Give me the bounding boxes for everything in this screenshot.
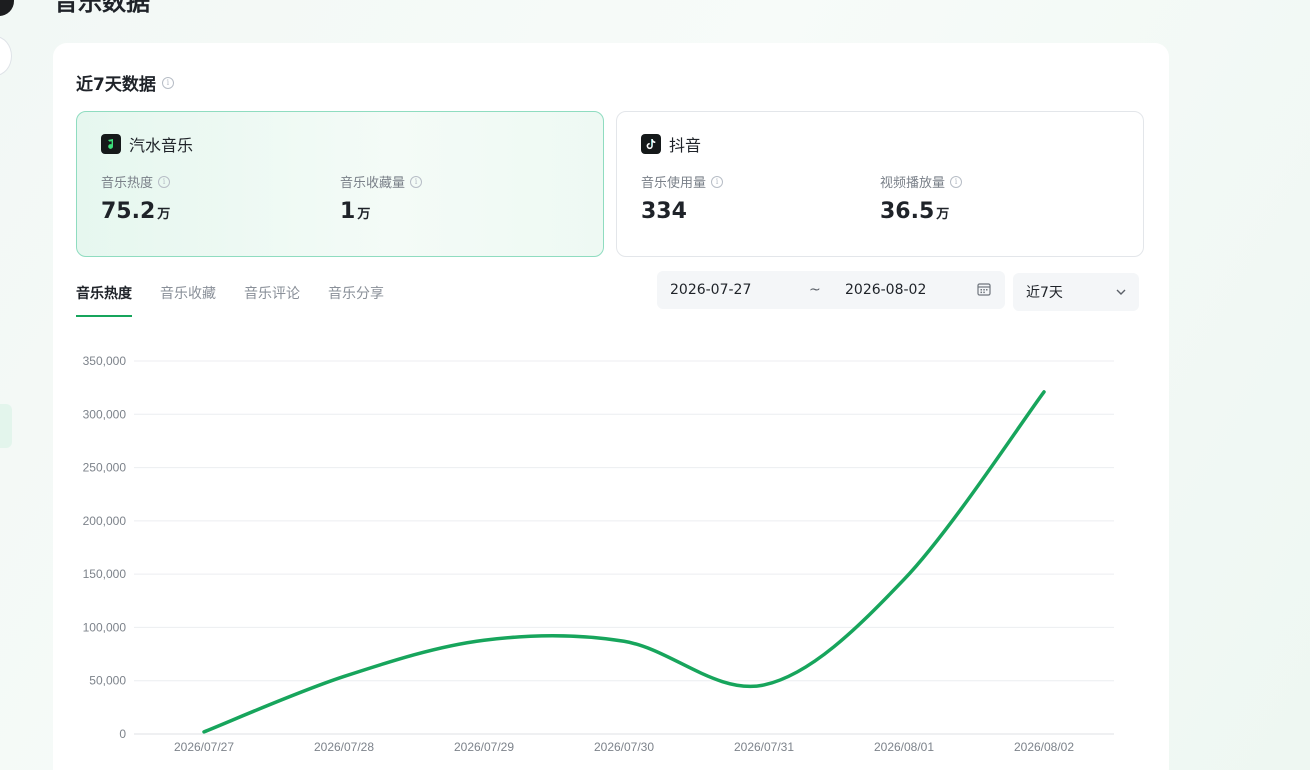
x-tick-label: 2026/08/01 [874, 740, 934, 754]
data-card: 近7天数据 i 汽水音乐 音乐热度 i 75.2 万 [53, 43, 1169, 770]
tab-heat[interactable]: 音乐热度 [76, 283, 132, 317]
x-tick-label: 2026/07/31 [734, 740, 794, 754]
date-separator: ~ [809, 282, 821, 298]
metric-value: 75.2 [101, 199, 156, 224]
metric-plays: 视频播放量 i 36.5 万 [880, 172, 963, 224]
y-tick-label: 200,000 [83, 514, 127, 528]
calendar-icon[interactable] [977, 282, 991, 296]
metric-value: 1 [340, 199, 356, 224]
x-tick-label: 2026/07/27 [174, 740, 234, 754]
page-title: 音乐数据 [54, 0, 150, 16]
metric-unit: 万 [357, 207, 371, 222]
metric-value-row: 36.5 万 [880, 199, 962, 224]
section-title: 近7天数据 [76, 75, 156, 95]
y-tick-label: 250,000 [83, 461, 127, 475]
metric-label: 音乐收藏量 [340, 176, 406, 191]
metric-value-row: 75.2 万 [101, 199, 170, 224]
y-tick-label: 350,000 [83, 354, 127, 368]
platform-header: 汽水音乐 [101, 132, 193, 156]
metric-usage: 音乐使用量 i 334 [641, 172, 724, 224]
metric-label-row: 视频播放量 i [880, 172, 963, 191]
metric-label-row: 音乐使用量 i [641, 172, 724, 191]
date-range-picker[interactable]: 2026-07-27 ~ 2026-08-02 [657, 271, 1005, 309]
tab-favorites[interactable]: 音乐收藏 [160, 286, 216, 302]
douyin-logo-icon [641, 134, 661, 154]
chevron-down-icon [1116, 289, 1126, 295]
metric-label-row: 音乐热度 i [101, 172, 171, 191]
info-icon[interactable]: i [158, 175, 171, 188]
platform-name: 抖音 [669, 136, 702, 155]
info-icon[interactable]: i [410, 175, 423, 188]
y-tick-label: 100,000 [83, 620, 127, 634]
metric-label: 视频播放量 [880, 176, 946, 191]
metric-value: 334 [641, 199, 687, 224]
metric-heat: 音乐热度 i 75.2 万 [101, 172, 170, 224]
info-icon[interactable]: i [161, 76, 174, 89]
metric-label-row: 音乐收藏量 i [340, 172, 423, 191]
section-header: 近7天数据 i [76, 70, 174, 95]
x-tick-label: 2026/07/30 [594, 740, 654, 754]
metric-label: 音乐使用量 [641, 176, 707, 191]
metric-unit: 万 [936, 207, 950, 222]
period-select[interactable]: 近7天 [1013, 273, 1139, 311]
y-tick-label: 50,000 [89, 674, 126, 688]
x-tick-label: 2026/08/02 [1014, 740, 1074, 754]
y-tick-label: 300,000 [83, 407, 127, 421]
info-icon[interactable]: i [950, 175, 963, 188]
metric-label: 音乐热度 [101, 176, 154, 191]
x-tick-label: 2026/07/29 [454, 740, 514, 754]
tab-shares[interactable]: 音乐分享 [328, 286, 384, 302]
date-end-input[interactable]: 2026-08-02 [845, 282, 927, 298]
info-icon[interactable]: i [711, 175, 724, 188]
platform-header: 抖音 [641, 132, 701, 156]
period-select-value: 近7天 [1026, 285, 1063, 301]
metric-value: 36.5 [880, 199, 935, 224]
y-tick-label: 0 [119, 727, 126, 741]
x-tick-label: 2026/07/28 [314, 740, 374, 754]
tab-comments[interactable]: 音乐评论 [244, 286, 300, 302]
platform-card-douyin[interactable]: 抖音 音乐使用量 i 334 视频播放量 i 36.5 万 [616, 111, 1144, 257]
platform-name: 汽水音乐 [129, 136, 194, 155]
metric-value-row: 334 [641, 199, 723, 224]
sidebar-active-indicator [0, 404, 12, 448]
qishui-music-logo-icon [101, 134, 121, 154]
metric-tabs: 音乐热度 音乐收藏 音乐评论 音乐分享 [76, 283, 384, 317]
metric-unit: 万 [157, 207, 171, 222]
y-tick-label: 150,000 [83, 567, 127, 581]
date-start-input[interactable]: 2026-07-27 [670, 282, 752, 298]
